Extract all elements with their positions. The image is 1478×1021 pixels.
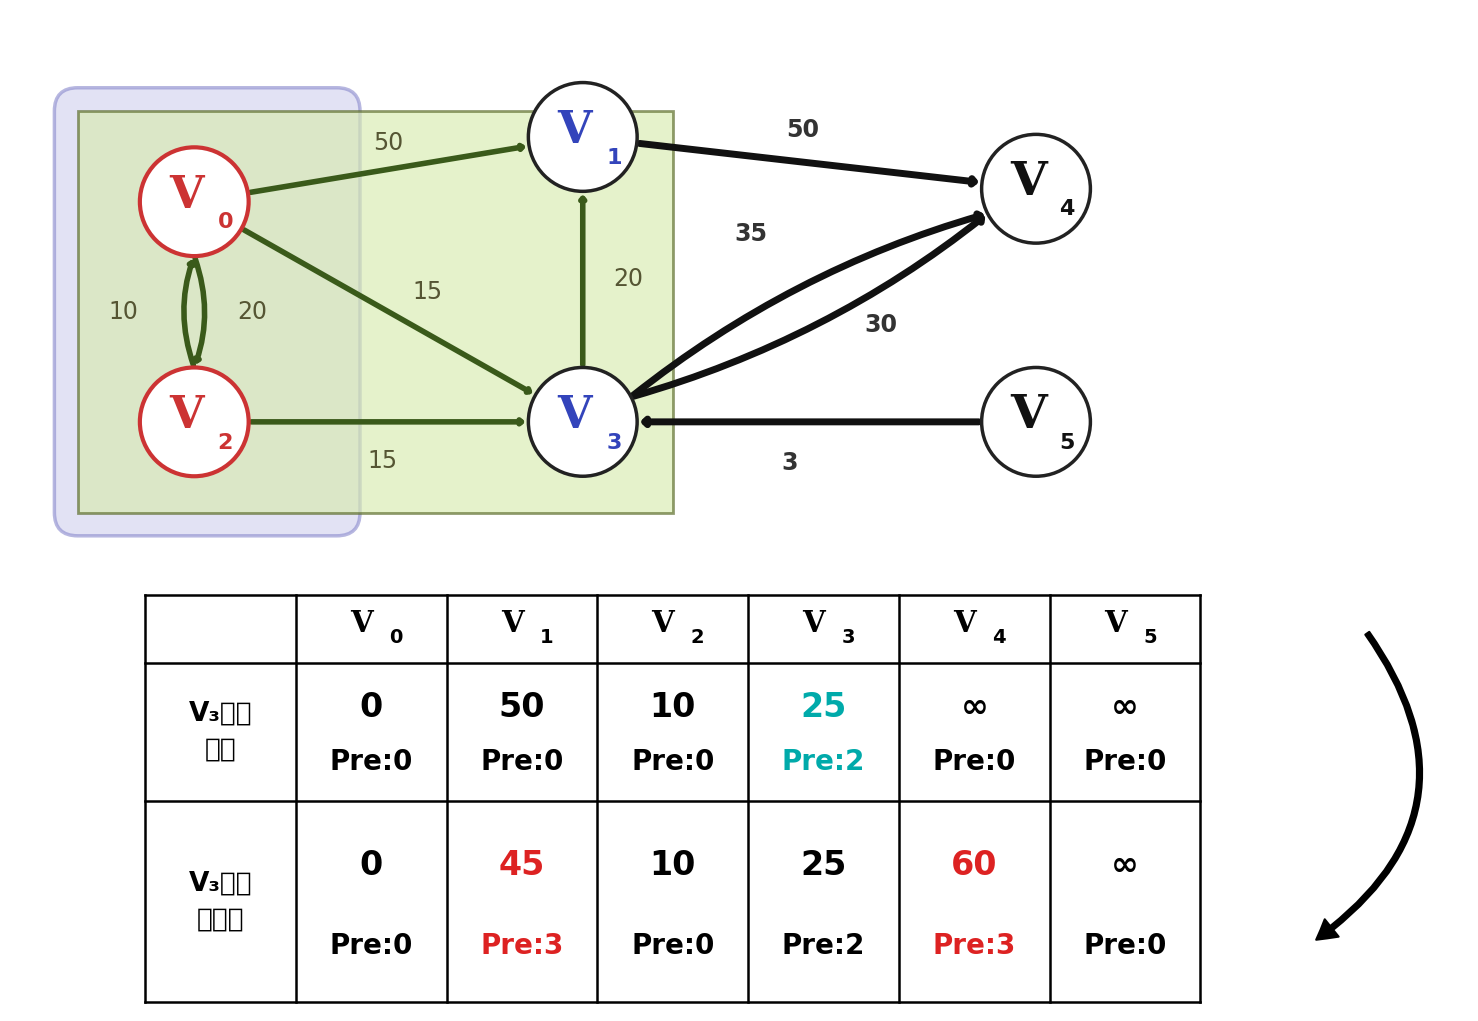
FancyBboxPatch shape bbox=[55, 88, 361, 536]
Text: 5: 5 bbox=[1060, 433, 1075, 452]
Text: 3: 3 bbox=[841, 628, 856, 647]
Text: 3: 3 bbox=[606, 433, 622, 452]
Text: 50: 50 bbox=[786, 118, 819, 143]
Text: 10: 10 bbox=[108, 300, 137, 324]
Text: 25: 25 bbox=[801, 848, 847, 882]
Text: 15: 15 bbox=[367, 448, 398, 473]
Text: 0: 0 bbox=[389, 628, 403, 647]
Text: V: V bbox=[1009, 392, 1046, 438]
Text: Pre:0: Pre:0 bbox=[1083, 748, 1166, 776]
Text: 2: 2 bbox=[690, 628, 705, 647]
Text: Pre:0: Pre:0 bbox=[933, 748, 1015, 776]
Text: ∞: ∞ bbox=[1111, 691, 1140, 724]
Text: 10: 10 bbox=[650, 691, 696, 724]
Text: V₃进入
第一组: V₃进入 第一组 bbox=[189, 871, 253, 932]
Text: Pre:3: Pre:3 bbox=[480, 932, 563, 960]
Text: 60: 60 bbox=[950, 848, 998, 882]
Text: Pre:0: Pre:0 bbox=[631, 932, 714, 960]
Circle shape bbox=[528, 83, 637, 191]
Text: V: V bbox=[557, 394, 593, 437]
Text: 5: 5 bbox=[1142, 628, 1157, 647]
FancyArrowPatch shape bbox=[1317, 632, 1422, 939]
Text: 20: 20 bbox=[613, 268, 643, 291]
Text: 45: 45 bbox=[500, 848, 545, 882]
Text: V: V bbox=[557, 109, 593, 152]
FancyBboxPatch shape bbox=[78, 111, 674, 513]
Text: 4: 4 bbox=[992, 628, 1007, 647]
Text: 2: 2 bbox=[217, 433, 234, 452]
Text: V₃进入
之前: V₃进入 之前 bbox=[189, 701, 253, 763]
Text: 10: 10 bbox=[650, 848, 696, 882]
Text: 1: 1 bbox=[539, 628, 554, 647]
Text: Pre:0: Pre:0 bbox=[631, 748, 714, 776]
Text: V: V bbox=[501, 610, 523, 638]
Text: Pre:0: Pre:0 bbox=[480, 748, 563, 776]
Text: V: V bbox=[350, 610, 372, 638]
Text: 35: 35 bbox=[735, 223, 767, 246]
Text: V: V bbox=[652, 610, 674, 638]
Text: 50: 50 bbox=[498, 691, 545, 724]
Text: 0: 0 bbox=[359, 691, 383, 724]
Text: V: V bbox=[953, 610, 975, 638]
Text: Pre:0: Pre:0 bbox=[330, 748, 412, 776]
Text: V: V bbox=[1104, 610, 1126, 638]
Circle shape bbox=[140, 147, 248, 256]
Text: Pre:3: Pre:3 bbox=[933, 932, 1015, 960]
Text: ∞: ∞ bbox=[961, 691, 989, 724]
Text: 30: 30 bbox=[865, 312, 897, 337]
Text: Pre:0: Pre:0 bbox=[1083, 932, 1166, 960]
Text: V: V bbox=[170, 394, 204, 437]
Circle shape bbox=[981, 368, 1091, 476]
Circle shape bbox=[528, 368, 637, 476]
Text: Pre:2: Pre:2 bbox=[782, 748, 865, 776]
Text: 50: 50 bbox=[374, 132, 403, 155]
Text: V: V bbox=[1009, 159, 1046, 205]
Circle shape bbox=[140, 368, 248, 476]
Text: Pre:0: Pre:0 bbox=[330, 932, 412, 960]
Text: 20: 20 bbox=[238, 300, 268, 324]
Text: 0: 0 bbox=[217, 212, 234, 233]
Text: 15: 15 bbox=[412, 281, 442, 304]
Text: 0: 0 bbox=[359, 848, 383, 882]
Circle shape bbox=[981, 135, 1091, 243]
Text: V: V bbox=[170, 174, 204, 216]
Text: 4: 4 bbox=[1060, 199, 1075, 220]
Text: 3: 3 bbox=[782, 451, 798, 476]
Text: 1: 1 bbox=[606, 148, 622, 167]
Text: Pre:2: Pre:2 bbox=[782, 932, 865, 960]
Text: ∞: ∞ bbox=[1111, 848, 1140, 882]
Text: V: V bbox=[803, 610, 825, 638]
Text: 25: 25 bbox=[801, 691, 847, 724]
